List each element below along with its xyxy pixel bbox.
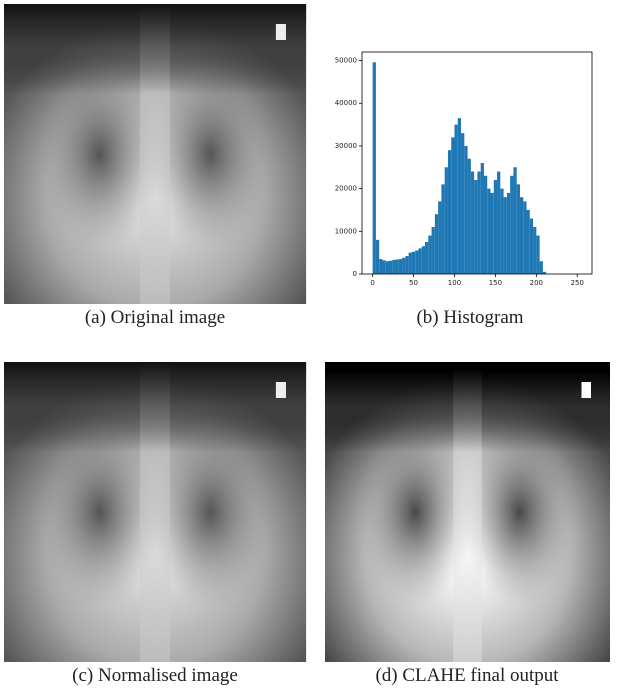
bar <box>451 137 454 274</box>
y-tick-label: 10000 <box>335 227 357 235</box>
bar <box>468 159 471 274</box>
original-image <box>4 4 306 304</box>
bar <box>415 251 418 274</box>
bar <box>438 201 441 274</box>
bar <box>500 189 503 274</box>
bar <box>428 236 431 274</box>
bar <box>448 150 451 274</box>
x-tick-label: 100 <box>448 279 461 287</box>
bar <box>474 180 477 274</box>
bar <box>402 258 405 274</box>
bar <box>396 259 399 274</box>
bar <box>504 197 507 274</box>
clahe-image <box>325 362 610 662</box>
bar <box>409 253 412 274</box>
caption: (a) Original image <box>85 307 225 328</box>
bar <box>412 252 415 274</box>
figure: (a) Original image (b) Histogram (c) Nor… <box>0 0 617 695</box>
bar <box>399 259 402 274</box>
bar <box>418 248 421 274</box>
x-tick-label: 0 <box>370 279 374 287</box>
bar <box>510 176 513 274</box>
y-tick-label: 50000 <box>335 57 357 65</box>
bar <box>517 184 520 274</box>
bar <box>441 184 444 274</box>
bar <box>445 167 448 274</box>
bar <box>527 210 530 274</box>
x-tick-label: 250 <box>571 279 584 287</box>
bar <box>494 180 497 274</box>
bar <box>454 125 457 274</box>
bar <box>513 167 516 274</box>
bar <box>382 260 385 274</box>
bar <box>523 201 526 274</box>
bar <box>461 133 464 274</box>
bar <box>477 172 480 274</box>
bar <box>373 62 376 274</box>
bar <box>507 193 510 274</box>
bar <box>520 197 523 274</box>
bar <box>432 227 435 274</box>
bar <box>536 236 539 274</box>
bar <box>491 193 494 274</box>
bar <box>530 219 533 275</box>
bar <box>487 189 490 274</box>
x-tick-label: 200 <box>530 279 543 287</box>
y-tick-label: 0 <box>353 270 357 278</box>
y-tick-label: 20000 <box>335 185 357 193</box>
bar <box>392 260 395 274</box>
bar <box>533 227 536 274</box>
caption: (b) Histogram <box>416 307 523 328</box>
x-tick-label: 150 <box>489 279 502 287</box>
bar <box>435 214 438 274</box>
bar <box>471 172 474 274</box>
bar <box>497 172 500 274</box>
bar <box>376 240 379 274</box>
histogram: 0 50 100 150 200 250 0 10000 20000 30000 40000 5000… <box>335 52 592 287</box>
bar <box>425 242 428 274</box>
caption: (d) CLAHE final output <box>375 665 559 686</box>
caption: (c) Normalised image <box>72 665 238 686</box>
y-tick-label: 30000 <box>335 142 357 150</box>
bar <box>422 246 425 274</box>
bar <box>464 146 467 274</box>
bar <box>458 118 461 274</box>
bar <box>481 163 484 274</box>
bar <box>540 261 543 274</box>
y-tick-label: 40000 <box>335 99 357 107</box>
x-tick-label: 50 <box>409 279 418 287</box>
bar <box>389 261 392 274</box>
bar <box>405 256 408 274</box>
normalised-image <box>4 362 306 662</box>
bar <box>484 176 487 274</box>
bar <box>379 259 382 274</box>
bar <box>386 261 389 274</box>
